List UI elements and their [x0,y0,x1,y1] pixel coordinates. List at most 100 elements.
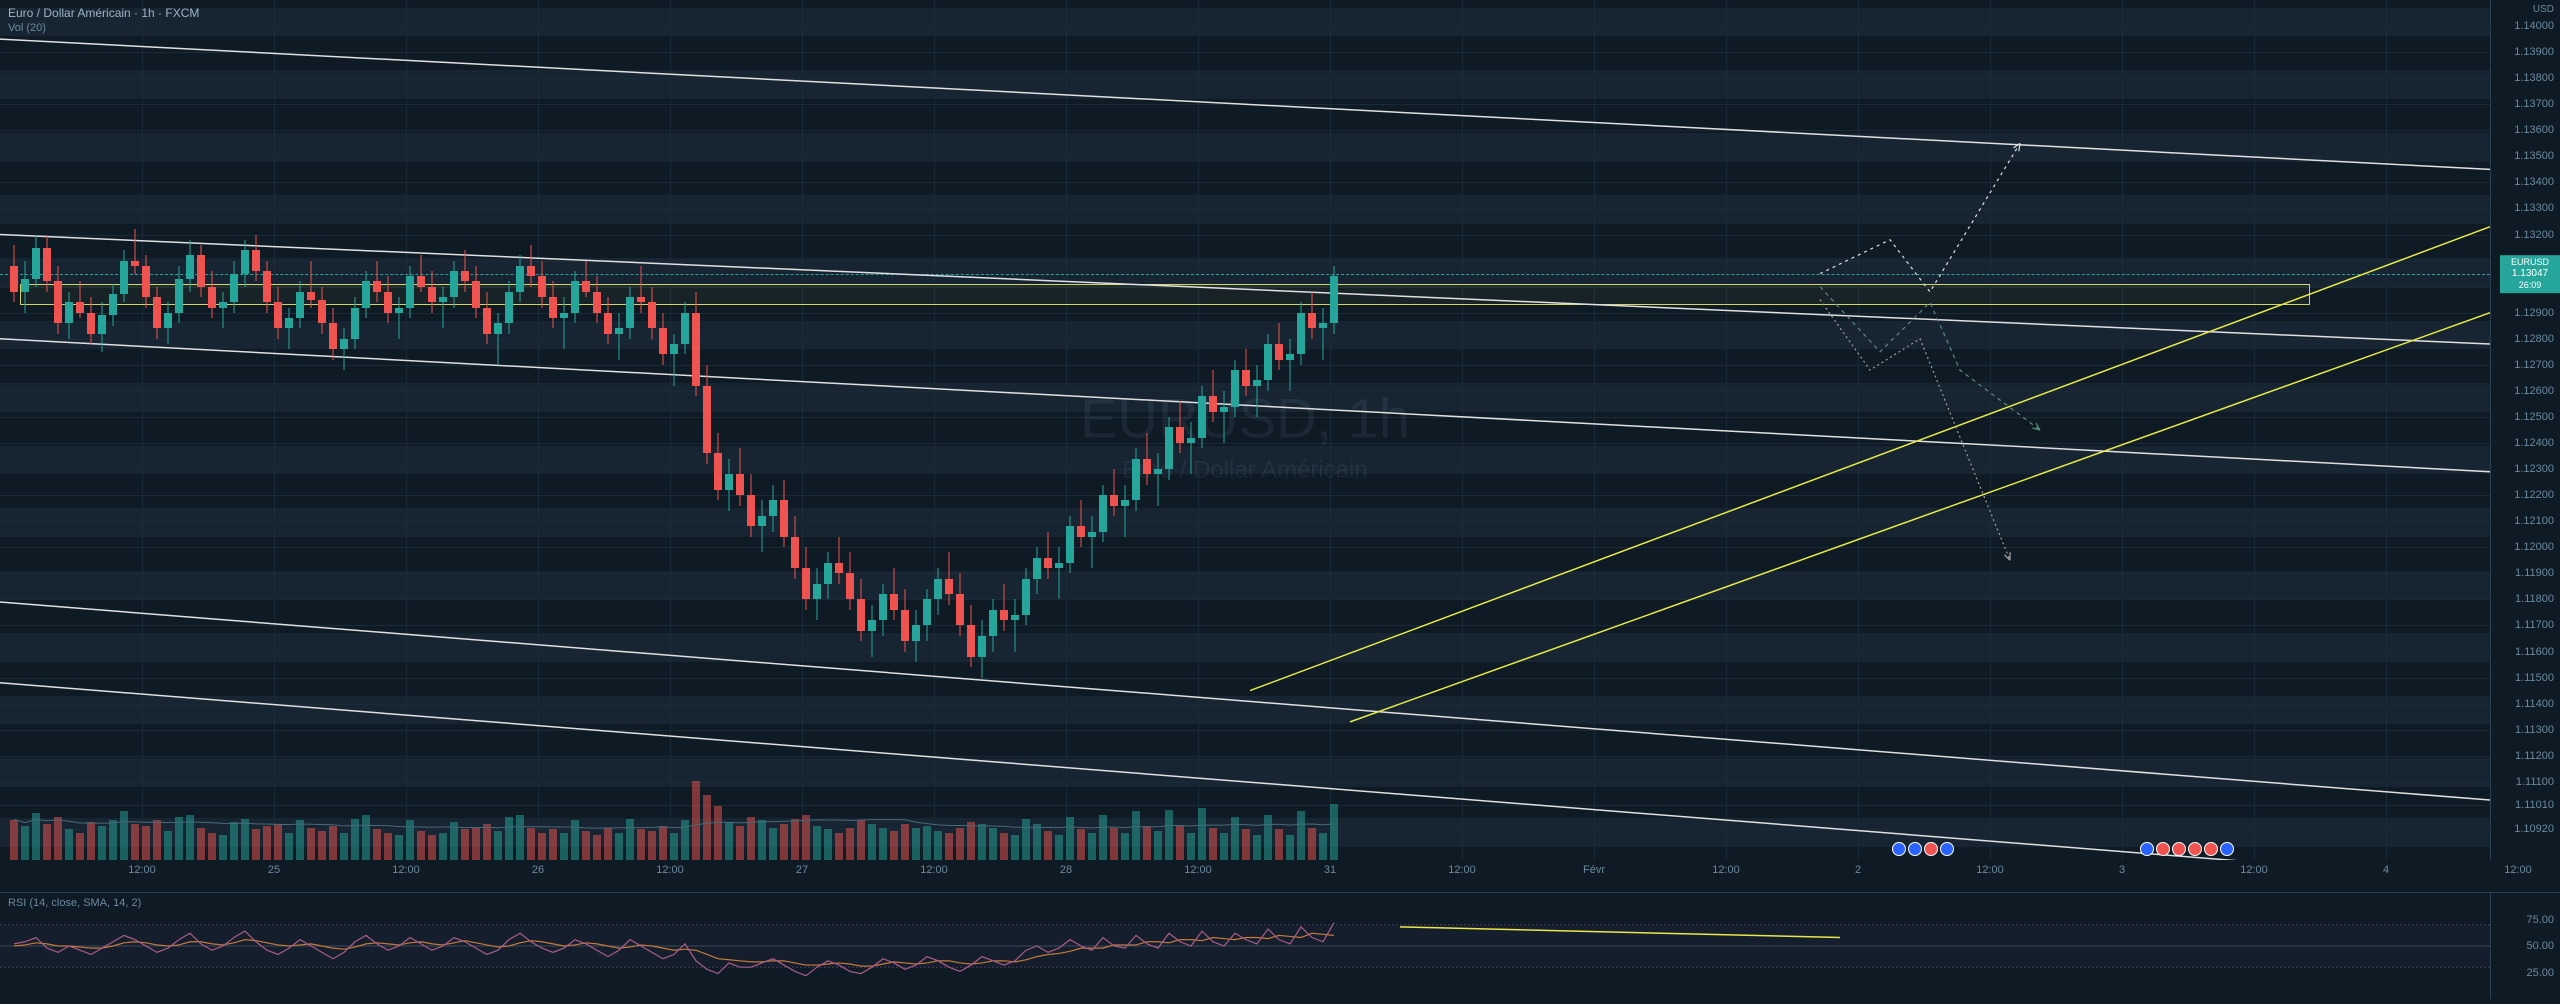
candle[interactable] [758,0,766,860]
candle[interactable] [912,0,920,860]
candle[interactable] [1297,0,1305,860]
candle[interactable] [109,0,117,860]
rsi-panel[interactable]: RSI (14, close, SMA, 14, 2) 25.0050.0075… [0,892,2560,998]
candle[interactable] [384,0,392,860]
candle[interactable] [736,0,744,860]
candle[interactable] [978,0,986,860]
candle[interactable] [120,0,128,860]
candle[interactable] [1110,0,1118,860]
current-price-tag[interactable]: EURUSD1.1304726:09 [2500,256,2560,294]
candle[interactable] [65,0,73,860]
candle[interactable] [956,0,964,860]
candle[interactable] [1165,0,1173,860]
candle[interactable] [670,0,678,860]
candle[interactable] [32,0,40,860]
candle[interactable] [637,0,645,860]
candle[interactable] [824,0,832,860]
candle[interactable] [1231,0,1239,860]
candle[interactable] [1011,0,1019,860]
candle[interactable] [780,0,788,860]
candle[interactable] [241,0,249,860]
candle[interactable] [417,0,425,860]
candle[interactable] [813,0,821,860]
candle[interactable] [1066,0,1074,860]
candle[interactable] [252,0,260,860]
candle[interactable] [1286,0,1294,860]
candle[interactable] [439,0,447,860]
candle[interactable] [1088,0,1096,860]
candle[interactable] [131,0,139,860]
candle[interactable] [835,0,843,860]
candle[interactable] [76,0,84,860]
candle[interactable] [373,0,381,860]
price-y-axis[interactable]: USD 1.109201.110101.111001.112001.113001… [2490,0,2560,860]
vol-indicator-label[interactable]: Vol (20) [8,22,199,34]
candle[interactable] [692,0,700,860]
candle[interactable] [769,0,777,860]
candle[interactable] [1022,0,1030,860]
candle[interactable] [197,0,205,860]
candle[interactable] [285,0,293,860]
candle[interactable] [582,0,590,860]
candle[interactable] [175,0,183,860]
candle[interactable] [54,0,62,860]
candle[interactable] [1319,0,1327,860]
candle[interactable] [681,0,689,860]
candle[interactable] [1220,0,1228,860]
candle[interactable] [1176,0,1184,860]
candle[interactable] [791,0,799,860]
candle[interactable] [307,0,315,860]
candle[interactable] [1055,0,1063,860]
candle[interactable] [186,0,194,860]
candle[interactable] [406,0,414,860]
candle[interactable] [659,0,667,860]
candle[interactable] [395,0,403,860]
candle[interactable] [1242,0,1250,860]
candle[interactable] [1209,0,1217,860]
symbol-title[interactable]: Euro / Dollar Américain · 1h · FXCM [8,6,199,20]
candle[interactable] [1154,0,1162,860]
candle[interactable] [945,0,953,860]
candle[interactable] [802,0,810,860]
candle[interactable] [494,0,502,860]
candle[interactable] [1187,0,1195,860]
candle[interactable] [857,0,865,860]
candle[interactable] [472,0,480,860]
candle[interactable] [648,0,656,860]
econ-event-markers[interactable] [1892,842,1954,856]
candle[interactable] [538,0,546,860]
candle[interactable] [318,0,326,860]
candle[interactable] [615,0,623,860]
candle[interactable] [923,0,931,860]
candle[interactable] [1143,0,1151,860]
econ-event-markers[interactable] [2140,842,2234,856]
candle[interactable] [43,0,51,860]
candle[interactable] [725,0,733,860]
candle[interactable] [516,0,524,860]
candle[interactable] [208,0,216,860]
candle[interactable] [10,0,18,860]
candle[interactable] [868,0,876,860]
candle[interactable] [703,0,711,860]
candle[interactable] [483,0,491,860]
candle[interactable] [1253,0,1261,860]
candle[interactable] [879,0,887,860]
candle[interactable] [1099,0,1107,860]
candle[interactable] [351,0,359,860]
candle[interactable] [890,0,898,860]
candle[interactable] [1044,0,1052,860]
candle[interactable] [461,0,469,860]
candle[interactable] [1000,0,1008,860]
candle[interactable] [428,0,436,860]
candle[interactable] [747,0,755,860]
candle[interactable] [934,0,942,860]
candle[interactable] [164,0,172,860]
candle[interactable] [340,0,348,860]
time-x-axis[interactable]: 12:002512:002612:002712:002812:003112:00… [0,860,2490,890]
candle[interactable] [571,0,579,860]
candle[interactable] [846,0,854,860]
candle[interactable] [1198,0,1206,860]
candle[interactable] [593,0,601,860]
candle[interactable] [263,0,271,860]
candle[interactable] [527,0,535,860]
